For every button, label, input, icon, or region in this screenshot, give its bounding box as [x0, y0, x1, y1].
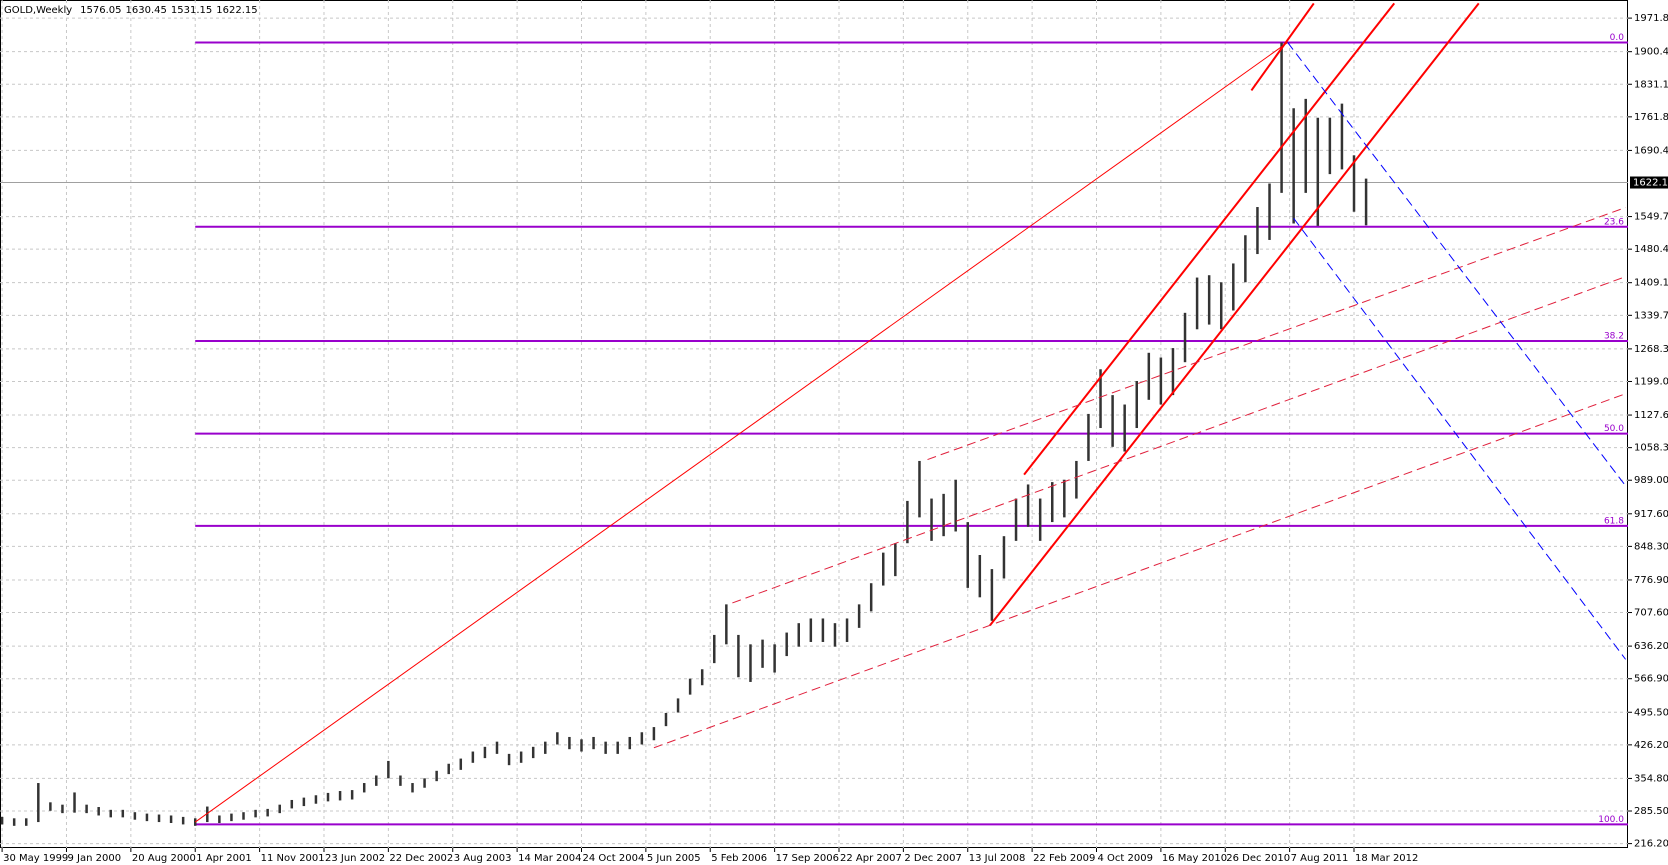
- trendline: [989, 2, 1480, 627]
- quote-close: 1622.15: [216, 5, 257, 16]
- trendline: [194, 42, 1288, 823]
- x-tick-label: 22 Feb 2009: [1033, 853, 1095, 864]
- x-tick-label: 20 Aug 2000: [132, 853, 196, 864]
- y-tick-label: 1971.80: [1634, 13, 1668, 24]
- x-tick-label: 13 Jul 2008: [969, 853, 1026, 864]
- y-tick-label: 1549.70: [1634, 212, 1668, 223]
- fib-label: 0.0: [1610, 33, 1625, 43]
- y-tick-label: 917.60: [1634, 509, 1668, 520]
- y-tick-label: 1409.10: [1634, 278, 1668, 289]
- y-tick-label: 426.20: [1634, 740, 1668, 751]
- x-tick-label: 7 Aug 2011: [1291, 853, 1349, 864]
- y-tick-label: 1339.70: [1634, 310, 1668, 321]
- trendline: [732, 276, 1626, 604]
- x-tick-label: 14 Mar 2004: [518, 853, 581, 864]
- x-tick-label: 4 Oct 2009: [1098, 853, 1153, 864]
- current-price-label: 1622.15: [1633, 178, 1668, 189]
- trendline: [1250, 2, 1315, 92]
- x-tick-label: 5 Feb 2006: [711, 853, 767, 864]
- y-tick-label: 1268.30: [1634, 344, 1668, 355]
- trendline: [1023, 2, 1396, 476]
- x-tick-label: 1 Apr 2001: [196, 853, 251, 864]
- fib-label: 61.8: [1604, 516, 1624, 526]
- y-tick-label: 989.00: [1634, 475, 1668, 486]
- x-tick-label: 18 Mar 2012: [1355, 853, 1418, 864]
- y-tick-label: 1900.40: [1634, 47, 1668, 58]
- fib-label: 100.0: [1598, 815, 1624, 825]
- fib-label: 50.0: [1604, 424, 1624, 434]
- y-tick-label: 1690.40: [1634, 145, 1668, 156]
- chart-header: GOLD,Weekly 1576.05 1630.45 1531.15 1622.15: [4, 5, 258, 16]
- y-tick-label: 707.60: [1634, 608, 1668, 619]
- fib-label: 23.6: [1604, 217, 1624, 227]
- y-tick-label: 566.90: [1634, 674, 1668, 685]
- x-tick-label: 17 Sep 2006: [776, 853, 839, 864]
- y-tick-label: 1480.40: [1634, 244, 1668, 255]
- y-tick-label: 1199.00: [1634, 376, 1668, 387]
- x-tick-label: 22 Dec 2002: [389, 853, 453, 864]
- current-price-box: [1630, 176, 1668, 189]
- y-tick-label: 776.90: [1634, 575, 1668, 586]
- x-tick-label: 22 Apr 2007: [840, 853, 902, 864]
- x-tick-label: 26 Dec 2010: [1226, 853, 1290, 864]
- quote-low: 1531.15: [171, 5, 212, 16]
- x-tick-label: 3 Aug 2003: [454, 853, 512, 864]
- y-tick-label: 285.50: [1634, 806, 1668, 817]
- x-tick-label: 9 Jan 2000: [67, 853, 121, 864]
- y-tick-label: 1761.80: [1634, 112, 1668, 123]
- x-tick-label: 11 Nov 2001: [261, 853, 325, 864]
- y-tick-label: 495.50: [1634, 707, 1668, 718]
- trendline: [927, 207, 1626, 461]
- symbol: GOLD,Weekly: [4, 5, 72, 16]
- quote-open: 1576.05: [80, 5, 121, 16]
- y-tick-label: 848.30: [1634, 541, 1668, 552]
- x-tick-label: 30 May 1999: [3, 853, 68, 864]
- trendline: [1293, 218, 1626, 660]
- y-tick-label: 1831.10: [1634, 79, 1668, 90]
- fib-label: 38.2: [1604, 332, 1624, 342]
- trendline: [653, 393, 1626, 749]
- trendline: [1287, 42, 1626, 487]
- plot-area: [0, 0, 1628, 848]
- y-tick-label: 636.20: [1634, 641, 1668, 652]
- x-tick-label: 5 Jun 2005: [647, 853, 701, 864]
- y-tick-label: 1058.30: [1634, 443, 1668, 454]
- y-tick-label: 354.80: [1634, 773, 1668, 784]
- x-tick-label: 16 May 2010: [1162, 853, 1227, 864]
- x-tick-label: 23 Jun 2002: [325, 853, 385, 864]
- quote-high: 1630.45: [126, 5, 167, 16]
- y-tick-label: 1127.60: [1634, 410, 1668, 421]
- y-tick-label: 216.20: [1634, 839, 1668, 850]
- x-tick-label: 2 Dec 2007: [904, 853, 962, 864]
- x-tick-label: 24 Oct 2004: [582, 853, 644, 864]
